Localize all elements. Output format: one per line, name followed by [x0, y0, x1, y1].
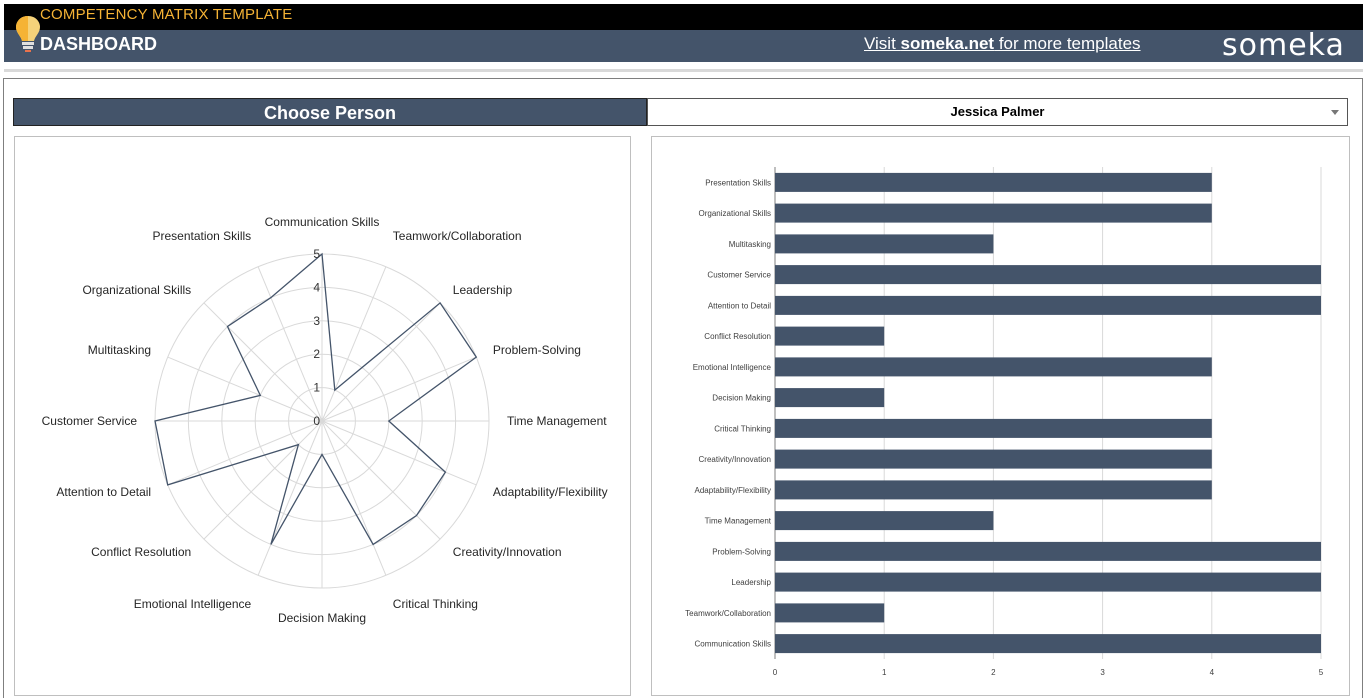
bar-label-presentation-skills: Presentation Skills: [705, 178, 771, 187]
page-title: DASHBOARD: [40, 34, 157, 54]
radar-spoke: [321, 420, 477, 486]
bar-organizational-skills: [775, 203, 1212, 223]
bar-label-customer-service: Customer Service: [707, 271, 771, 280]
visit-prefix: Visit: [864, 34, 901, 53]
bar-label-communication-skills: Communication Skills: [695, 640, 771, 649]
bar-customer-service: [775, 265, 1321, 285]
bar-label-adaptability-flexibility: Adaptability/Flexibility: [695, 486, 771, 495]
radar-spoke: [203, 420, 323, 540]
bar-critical-thinking: [775, 418, 1212, 438]
bar-decision-making: [775, 388, 885, 408]
radar-label-customer-service: Customer Service: [42, 414, 138, 428]
bar-problem-solving: [775, 541, 1321, 561]
bar-emotional-intelligence: [775, 357, 1212, 377]
radar-spoke: [321, 266, 387, 422]
bar-label-leadership: Leadership: [731, 578, 771, 587]
choose-person-label: Choose Person: [13, 98, 647, 126]
lightbulb-logo-icon: [16, 16, 40, 52]
bar-tick-label: 5: [1319, 668, 1324, 677]
radar-label-teamwork-collaboration: Teamwork/Collaboration: [393, 229, 522, 243]
bar-communication-skills: [775, 634, 1321, 654]
radar-spoke: [257, 420, 323, 576]
radar-label-critical-thinking: Critical Thinking: [393, 597, 478, 611]
radar-spoke: [321, 420, 441, 540]
person-dropdown[interactable]: Jessica Palmer: [647, 98, 1348, 126]
visit-link-text: someka.net: [900, 34, 995, 53]
bar-teamwork-collaboration: [775, 603, 885, 623]
visit-someka-link[interactable]: Visit someka.net for more templates: [864, 34, 1141, 54]
radar-label-time-management: Time Management: [507, 414, 607, 428]
bar-label-emotional-intelligence: Emotional Intelligence: [693, 363, 772, 372]
radar-tick-label: 4: [313, 280, 320, 294]
radar-label-problem-solving: Problem-Solving: [493, 343, 581, 357]
bar-tick-label: 4: [1210, 668, 1215, 677]
bar-label-creativity-innovation: Creativity/Innovation: [699, 455, 771, 464]
radar-spoke: [257, 266, 323, 422]
radar-spoke: [203, 302, 323, 422]
radar-spoke: [167, 420, 323, 486]
radar-label-leadership: Leadership: [453, 283, 513, 297]
bar-multitasking: [775, 234, 994, 254]
bar-label-time-management: Time Management: [705, 517, 772, 526]
bar-time-management: [775, 511, 994, 531]
radar-label-organizational-skills: Organizational Skills: [82, 283, 191, 297]
header-divider: [4, 69, 1363, 72]
radar-label-presentation-skills: Presentation Skills: [152, 229, 251, 243]
bar-tick-label: 2: [991, 668, 996, 677]
bar-tick-label: 0: [773, 668, 778, 677]
radar-tick-label: 1: [313, 381, 320, 395]
radar-chart-panel: 0 1 2 3 4 5 Communication Skills Teamwork/Colla…: [14, 136, 631, 696]
radar-tick-label: 2: [313, 347, 320, 361]
bar-attention-to-detail: [775, 295, 1321, 315]
radar-label-communication-skills: Communication Skills: [265, 215, 380, 229]
dashboard-strip: [4, 30, 1363, 62]
dashboard-frame: [3, 78, 1363, 698]
visit-suffix: for more templates: [994, 34, 1141, 53]
radar-chart: 0 1 2 3 4 5 Communication Skills Teamwork/Colla…: [42, 215, 608, 625]
radar-label-emotional-intelligence: Emotional Intelligence: [134, 597, 252, 611]
someka-logo[interactable]: someka: [1222, 28, 1345, 63]
bar-label-problem-solving: Problem-Solving: [712, 547, 771, 556]
bar-creativity-innovation: [775, 449, 1212, 469]
radar-spoke: [321, 420, 387, 576]
template-title: COMPETENCY MATRIX TEMPLATE: [40, 6, 293, 23]
radar-label-decision-making: Decision Making: [278, 611, 366, 625]
bar-adaptability-flexibility: [775, 480, 1212, 500]
radar-label-conflict-resolution: Conflict Resolution: [91, 545, 191, 559]
radar-tick-label: 3: [313, 314, 320, 328]
bar-tick-label: 1: [882, 668, 887, 677]
bar-label-multitasking: Multitasking: [729, 240, 771, 249]
radar-series-line: [154, 252, 478, 546]
radar-spoke: [321, 356, 477, 422]
top-banner: [4, 4, 1363, 62]
radar-tick-label: 5: [313, 247, 320, 261]
radar-spoke: [321, 302, 441, 422]
radar-tick-label: 0: [313, 414, 320, 428]
bar-chart-panel: Presentation Skills Organizational Skills…: [651, 136, 1350, 696]
chevron-down-icon[interactable]: [1331, 110, 1339, 115]
bar-presentation-skills: [775, 172, 1212, 192]
bar-label-critical-thinking: Critical Thinking: [714, 424, 771, 433]
selected-person: Jessica Palmer: [950, 104, 1045, 119]
bar-label-attention-to-detail: Attention to Detail: [708, 301, 771, 310]
bar-label-teamwork-collaboration: Teamwork/Collaboration: [685, 609, 771, 618]
bar-label-conflict-resolution: Conflict Resolution: [704, 332, 771, 341]
radar-label-multitasking: Multitasking: [88, 343, 151, 357]
bar-conflict-resolution: [775, 326, 885, 346]
radar-label-creativity-innovation: Creativity/Innovation: [453, 545, 562, 559]
radar-label-attention-to-detail: Attention to Detail: [56, 485, 151, 499]
bar-label-decision-making: Decision Making: [712, 394, 771, 403]
bar-tick-label: 3: [1100, 668, 1105, 677]
bar-label-organizational-skills: Organizational Skills: [699, 209, 771, 218]
bar-leadership: [775, 572, 1321, 592]
bar-chart: Presentation Skills Organizational Skills…: [685, 167, 1324, 677]
radar-spoke: [167, 356, 323, 422]
radar-label-adaptability-flexibility: Adaptability/Flexibility: [493, 485, 608, 499]
